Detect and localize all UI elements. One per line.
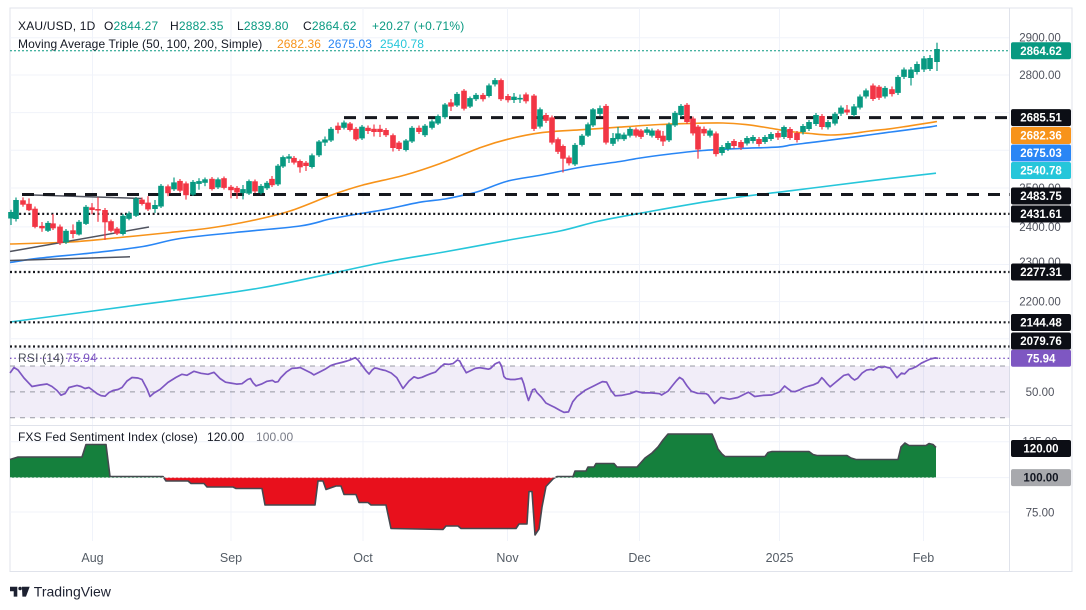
svg-text:75.94: 75.94 [1027,353,1056,365]
svg-text:50.00: 50.00 [1026,387,1055,399]
svg-text:Oct: Oct [353,551,373,565]
svg-text:2277.31: 2277.31 [1020,267,1062,279]
svg-text:2025: 2025 [766,551,794,565]
svg-text:2685.51: 2685.51 [1020,113,1062,125]
svg-text:Feb: Feb [913,551,935,565]
svg-text:Moving Average Triple (50, 100: Moving Average Triple (50, 100, 200, Sim… [18,37,424,51]
svg-text:2675.03: 2675.03 [1020,148,1062,160]
svg-text:2864.62: 2864.62 [1020,46,1062,58]
svg-text:2682.36: 2682.36 [1020,131,1062,143]
svg-text:Aug: Aug [81,551,103,565]
svg-text:Nov: Nov [496,551,519,565]
svg-text:2144.48: 2144.48 [1020,318,1062,330]
svg-text:2900.00: 2900.00 [1019,33,1061,45]
svg-text:2540.78: 2540.78 [1020,166,1062,178]
svg-text:2800.00: 2800.00 [1019,70,1061,82]
svg-text:2431.61: 2431.61 [1020,209,1062,221]
svg-text:TradingView: TradingView [34,584,112,600]
svg-text:2483.75: 2483.75 [1020,191,1062,203]
svg-text:120.00: 120.00 [1023,444,1058,456]
svg-text:RSI (14)75.94: RSI (14) 75.94 [18,351,97,365]
svg-text:2079.76: 2079.76 [1020,336,1062,348]
svg-text:75.00: 75.00 [1026,508,1055,520]
svg-text:2200.00: 2200.00 [1019,297,1061,309]
svg-text:Dec: Dec [628,551,650,565]
svg-text:2400.00: 2400.00 [1019,222,1061,234]
svg-text:Sep: Sep [220,551,242,565]
svg-text:FXS Fed Sentiment Index (close: FXS Fed Sentiment Index (close) 120.00 100… [18,430,294,444]
svg-text:100.00: 100.00 [1023,473,1058,485]
